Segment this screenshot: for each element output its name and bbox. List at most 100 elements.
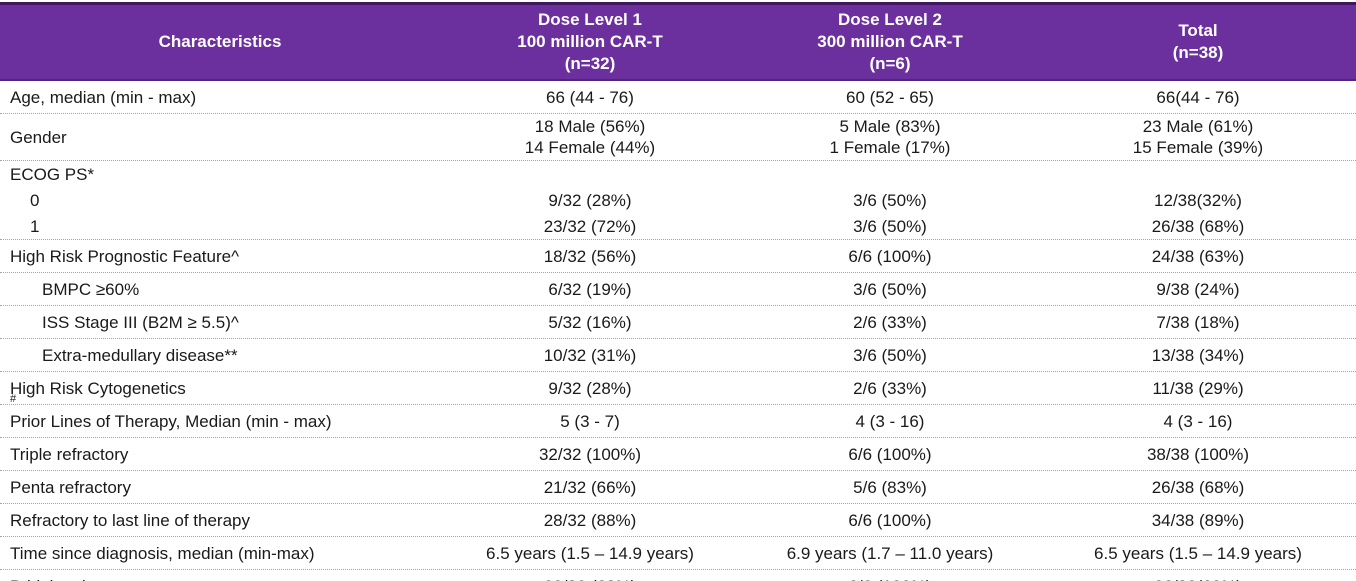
table-row: Time since diagnosis, median (min-max) 6… — [0, 537, 1356, 570]
row-label: BMPC ≥60% — [42, 279, 140, 299]
dose-level-1-value: 18/32 (56%) — [543, 246, 637, 266]
total-value: 26/38 (68%) — [1151, 216, 1245, 236]
dose-level-1-value: 5 (3 - 7) — [560, 411, 620, 431]
row-label: Extra-medullary disease** — [42, 345, 238, 365]
dose-level-2-value: 6/6 (100%) — [848, 510, 932, 530]
table-row: BMPC ≥60% 6/32 (19%) 3/6 (50%) 9/38 (24%… — [0, 273, 1356, 306]
dose-level-2-value: 3/6 (50%) — [853, 216, 927, 236]
row-label: High Risk Cytogenetics # — [10, 378, 186, 405]
dose-level-1-value: 10/32 (31%) — [543, 345, 637, 365]
dose-level-1-value: 66 (44 - 76) — [546, 87, 634, 107]
table-row: Refractory to last line of therapy 28/32… — [0, 504, 1356, 537]
total-value: 26/38 (68%) — [1151, 477, 1245, 497]
value-line: 23 Male (61%) — [1142, 117, 1254, 136]
row-label: Prior Lines of Therapy, Median (min - ma… — [10, 411, 332, 431]
header-line: (n=38) — [1172, 43, 1224, 62]
row-label: High Risk Prognostic Feature^ — [10, 246, 240, 266]
row-label: Age, median (min - max) — [10, 87, 197, 107]
table-row: ECOG PS* — [0, 161, 1356, 187]
value-line: 5 Male (83%) — [839, 117, 941, 136]
table-header-row: Characteristics Dose Level 1 100 million… — [0, 2, 1356, 81]
total-value: 9/38 (24%) — [1156, 279, 1240, 299]
total-value — [1040, 161, 1356, 187]
row-label: Gender — [10, 127, 67, 147]
total-value: 11/38 (29%) — [1152, 378, 1244, 398]
dose-level-2-value: 6/6 (100%) — [848, 444, 932, 464]
total-value: 34/38 (89%) — [1151, 510, 1245, 530]
header-characteristics: Characteristics — [0, 5, 440, 79]
row-label: 0 — [30, 190, 40, 210]
dose-level-1-value: 28/32 (88%) — [543, 510, 637, 530]
total-value: 6.5 years (1.5 – 14.9 years) — [1094, 543, 1302, 563]
dose-level-2-value: 5/6 (83%) — [853, 477, 927, 497]
dose-level-2-value: 3/6 (50%) — [853, 345, 927, 365]
dose-level-1-value: 23/32 (72%) — [543, 216, 637, 236]
header-line: Characteristics — [158, 32, 282, 51]
dose-level-2-value: 3/6 (50%) — [853, 279, 927, 299]
row-label: 1 — [30, 216, 40, 236]
total-value: 38/38 (100%) — [1146, 444, 1250, 464]
table-row: High Risk Prognostic Feature^ 18/32 (56%… — [0, 240, 1356, 273]
table-row: ISS Stage III (B2M ≥ 5.5)^ 5/32 (16%) 2/… — [0, 306, 1356, 339]
value-line: 14 Female (44%) — [524, 138, 656, 157]
dose-level-1-value: 32/32 (100%) — [538, 444, 642, 464]
header-line: Dose Level 2 — [838, 10, 942, 29]
dose-level-1-value: 5/32 (16%) — [548, 312, 632, 332]
table-row: Gender 18 Male (56%) 14 Female (44%) 5 Ma… — [0, 114, 1356, 161]
header-line: Dose Level 1 — [538, 10, 642, 29]
table-row: 1 23/32 (72%) 3/6 (50%) 26/38 (68%) — [0, 213, 1356, 240]
table-row: Penta refractory 21/32 (66%) 5/6 (83%) 2… — [0, 471, 1356, 504]
total-value: 24/38 (63%) — [1151, 246, 1245, 266]
header-line: (n=6) — [869, 54, 911, 73]
dose-level-2-value: 6/6 (100%) — [848, 246, 932, 266]
total-value: 23 Male (61%) 15 Female (39%) — [1040, 114, 1356, 160]
dose-level-1-value: 9/32 (28%) — [548, 190, 632, 210]
table-row: Extra-medullary disease** 10/32 (31%) 3/… — [0, 339, 1356, 372]
dose-level-1-value: 6.5 years (1.5 – 14.9 years) — [486, 543, 694, 563]
header-line: 100 million CAR-T — [517, 32, 663, 51]
header-dose-level-1: Dose Level 1 100 million CAR-T (n=32) — [440, 5, 740, 79]
value-line: 15 Female (39%) — [1132, 138, 1264, 157]
row-label: Penta refractory — [10, 477, 131, 497]
total-value: 4 (3 - 16) — [1163, 411, 1233, 431]
dose-level-1-value: 6/32 (19%) — [548, 279, 632, 299]
row-label: ECOG PS* — [10, 164, 95, 184]
total-value: 66(44 - 76) — [1156, 87, 1240, 107]
dose-level-2-value: 2/6 (33%) — [853, 378, 927, 398]
header-line: (n=32) — [564, 54, 616, 73]
dose-level-2-value — [740, 161, 1040, 187]
row-label: Time since diagnosis, median (min-max) — [10, 543, 315, 563]
value-line: 1 Female (17%) — [829, 138, 951, 157]
table-body: Age, median (min - max) 66 (44 - 76) 60 … — [0, 81, 1356, 581]
row-label: ISS Stage III (B2M ≥ 5.5)^ — [42, 312, 239, 332]
header-total: Total (n=38) — [1040, 5, 1356, 79]
total-value: 12/38(32%) — [1154, 190, 1242, 210]
dose-level-1-value: 20/32 (63%) — [440, 570, 740, 581]
row-label: Triple refractory — [10, 444, 129, 464]
table-row: Bridging therapy 20/32 (63%) 6/6 (100%) … — [0, 570, 1356, 581]
dose-level-1-value: 21/32 (66%) — [543, 477, 637, 497]
header-line: 300 million CAR-T — [817, 32, 963, 51]
row-label: Refractory to last line of therapy — [10, 510, 251, 530]
total-value: 13/38 (34%) — [1151, 345, 1245, 365]
dose-level-1-value — [440, 161, 740, 187]
dose-level-2-value: 2/6 (33%) — [853, 312, 927, 332]
table-row: Triple refractory 32/32 (100%) 6/6 (100%… — [0, 438, 1356, 471]
dose-level-2-value: 6/6 (100%) — [740, 570, 1040, 581]
value-line: 18 Male (56%) — [534, 117, 646, 136]
table-row: Prior Lines of Therapy, Median (min - ma… — [0, 405, 1356, 438]
dose-level-2-value: 4 (3 - 16) — [855, 411, 925, 431]
table-row: High Risk Cytogenetics # 9/32 (28%) 2/6 (… — [0, 372, 1356, 405]
dose-level-1-value: 9/32 (28%) — [548, 378, 632, 398]
dose-level-2-value: 3/6 (50%) — [853, 190, 927, 210]
row-label: Bridging therapy — [0, 570, 440, 581]
header-dose-level-2: Dose Level 2 300 million CAR-T (n=6) — [740, 5, 1040, 79]
table-row: Age, median (min - max) 66 (44 - 76) 60 … — [0, 81, 1356, 114]
header-line: Total — [1178, 21, 1218, 40]
table-row: 0 9/32 (28%) 3/6 (50%) 12/38(32%) — [0, 187, 1356, 213]
dose-level-2-value: 60 (52 - 65) — [846, 87, 934, 107]
total-value: 7/38 (18%) — [1156, 312, 1240, 332]
dose-level-2-value: 6.9 years (1.7 – 11.0 years) — [786, 543, 994, 563]
dose-level-2-value: 5 Male (83%) 1 Female (17%) — [740, 114, 1040, 160]
